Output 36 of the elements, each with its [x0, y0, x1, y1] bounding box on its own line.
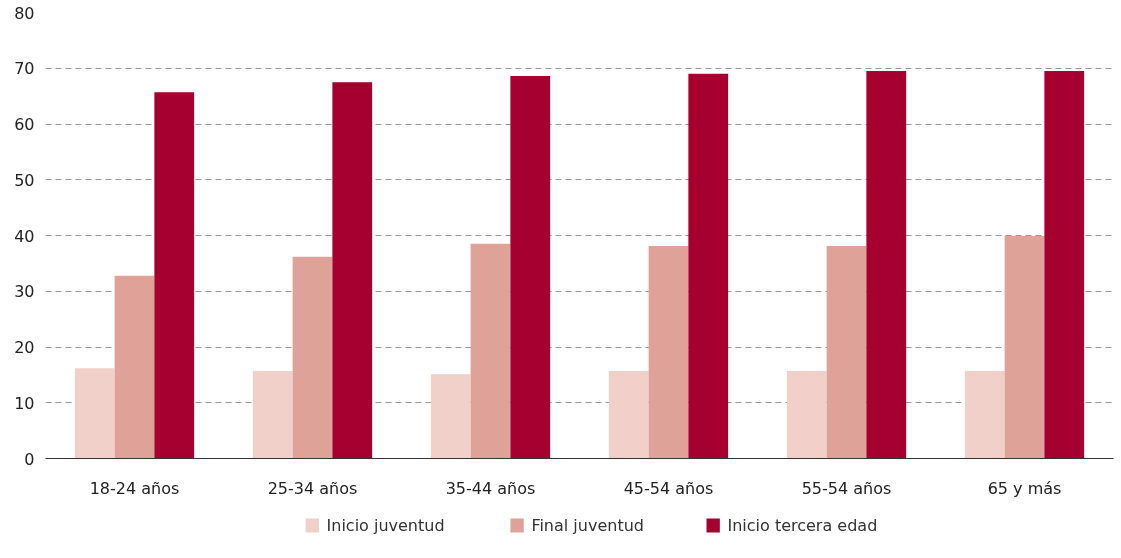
- bar: [114, 275, 155, 459]
- x-tick-label: 25-34 años: [267, 478, 358, 498]
- x-tick-label: 18-24 años: [89, 478, 180, 498]
- bar: [154, 92, 195, 459]
- y-tick-label: 70: [14, 59, 35, 79]
- bar: [786, 370, 827, 459]
- bar: [1044, 71, 1085, 459]
- bar: [292, 256, 333, 459]
- y-tick-label: 40: [14, 226, 35, 246]
- x-tick-label: 55-54 años: [801, 478, 892, 498]
- bar: [430, 374, 471, 459]
- bar: [648, 246, 689, 459]
- bar: [826, 246, 867, 459]
- legend-label: Final juventud: [531, 516, 644, 535]
- bar: [332, 82, 373, 459]
- bar: [964, 370, 1005, 459]
- y-tick-label: 50: [14, 170, 35, 190]
- legend-label: Inicio tercera edad: [727, 516, 878, 535]
- y-tick-label: 60: [14, 115, 35, 134]
- bar: [608, 370, 649, 459]
- bar: [252, 370, 293, 459]
- y-tick-label: 20: [14, 338, 35, 357]
- y-tick-label: 10: [14, 393, 35, 413]
- x-tick-label: 65 y más: [987, 478, 1062, 498]
- x-tick-label: 45-54 años: [623, 478, 714, 498]
- bar: [688, 73, 729, 459]
- bar: [510, 76, 551, 459]
- bar: [1004, 236, 1045, 459]
- x-tick-label: 35-44 años: [445, 478, 536, 498]
- y-tick-label: 80: [14, 3, 35, 23]
- bar: [470, 243, 511, 459]
- bar: [74, 368, 115, 459]
- legend-label: Inicio juventud: [326, 516, 445, 535]
- bar: [866, 71, 907, 459]
- y-tick-label: 30: [14, 282, 35, 302]
- y-tick-label: 0: [24, 449, 35, 469]
